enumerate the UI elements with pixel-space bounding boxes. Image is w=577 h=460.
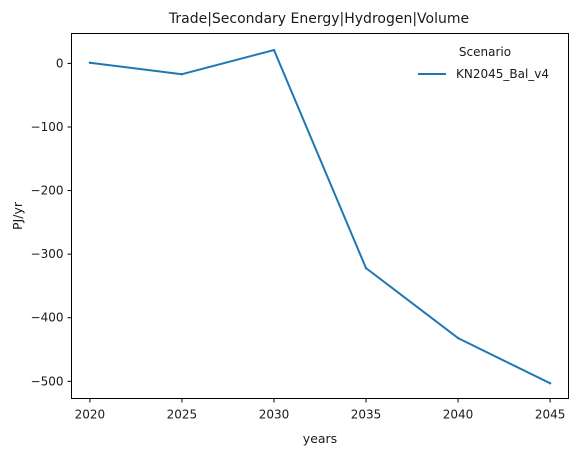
x-tick-label: 2030 xyxy=(259,408,290,422)
data-point xyxy=(88,61,92,64)
x-tick-label: 2035 xyxy=(351,408,382,422)
y-tick-label: −300 xyxy=(31,247,64,261)
y-axis: 0 −100 −200 −300 −400 −500 xyxy=(31,56,72,388)
x-axis-label: years xyxy=(303,431,337,446)
series-layer xyxy=(88,48,552,385)
x-tick-label: 2020 xyxy=(75,408,106,422)
x-axis: 2020 2025 2030 2035 2040 2045 xyxy=(75,398,566,422)
y-tick-label: 0 xyxy=(56,56,64,70)
y-axis-label: PJ/yr xyxy=(10,201,25,230)
data-point xyxy=(364,266,368,270)
legend-title: Scenario xyxy=(459,45,511,59)
data-point xyxy=(180,72,184,76)
series-line xyxy=(89,49,551,385)
y-tick-label: −200 xyxy=(31,184,64,198)
plot-frame xyxy=(71,33,569,399)
legend-series-label: KN2045_Bal_v4 xyxy=(456,67,549,81)
y-tick-label: −100 xyxy=(31,120,64,134)
y-tick-label: −400 xyxy=(31,311,64,325)
x-tick-label: 2045 xyxy=(535,408,566,422)
data-point xyxy=(548,382,552,385)
y-tick-label: −500 xyxy=(31,374,64,388)
chart-title: Trade|Secondary Energy|Hydrogen|Volume xyxy=(168,11,469,27)
data-point xyxy=(456,336,460,340)
x-tick-label: 2025 xyxy=(167,408,198,422)
x-tick-label: 2040 xyxy=(443,408,474,422)
data-point xyxy=(272,48,276,52)
legend: Scenario KN2045_Bal_v4 xyxy=(418,45,549,81)
